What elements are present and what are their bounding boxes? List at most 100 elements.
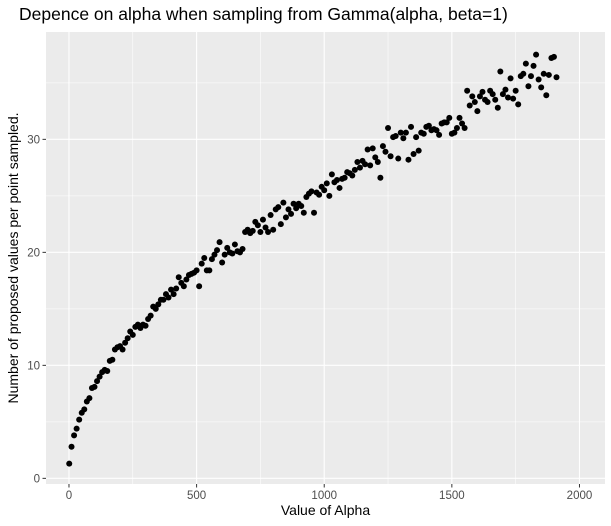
data-point — [198, 260, 205, 267]
data-point — [124, 335, 131, 342]
data-point — [293, 205, 300, 212]
data-point — [443, 119, 450, 126]
x-tick-label: 2000 — [567, 490, 593, 502]
data-point — [193, 267, 200, 274]
data-point — [410, 151, 417, 158]
data-point — [277, 221, 284, 228]
y-tick-label: 20 — [27, 247, 40, 259]
data-point — [94, 378, 101, 385]
data-point — [392, 132, 399, 139]
data-point — [489, 91, 496, 98]
data-point — [356, 164, 363, 171]
data-point — [175, 274, 182, 281]
y-axis-title: Number of proposed values per point samp… — [5, 112, 21, 403]
data-point — [231, 241, 238, 248]
data-point — [395, 155, 402, 162]
data-point — [408, 123, 415, 130]
data-point — [288, 210, 295, 217]
data-point — [73, 425, 80, 432]
y-tick-label: 0 — [34, 473, 40, 485]
data-point — [369, 145, 376, 152]
data-point — [494, 104, 501, 111]
data-point — [165, 294, 172, 301]
data-point — [66, 460, 73, 467]
data-point — [362, 161, 369, 168]
data-point — [152, 305, 159, 312]
data-point — [71, 432, 78, 439]
data-point — [180, 283, 187, 290]
data-point — [354, 158, 361, 165]
data-point — [425, 122, 432, 129]
data-point — [413, 134, 420, 141]
data-point — [81, 406, 88, 413]
data-point — [471, 99, 478, 106]
data-point — [311, 209, 318, 216]
data-point — [183, 276, 190, 283]
data-point — [104, 368, 111, 374]
data-point — [367, 162, 374, 169]
data-point — [415, 147, 422, 154]
data-point — [326, 192, 333, 199]
data-point — [142, 322, 149, 329]
data-point — [168, 286, 175, 293]
data-point — [211, 251, 218, 258]
data-point — [405, 156, 412, 163]
data-point — [308, 188, 315, 195]
data-points — [66, 51, 560, 467]
data-point — [553, 74, 560, 81]
data-point — [257, 229, 264, 236]
data-point — [436, 131, 443, 138]
data-point — [499, 91, 506, 98]
data-point — [239, 245, 246, 252]
data-point — [129, 331, 136, 338]
data-point — [402, 129, 409, 136]
x-tick-label: 1000 — [311, 490, 337, 502]
data-point — [374, 158, 381, 165]
data-point — [206, 267, 213, 274]
major-gridlines — [46, 32, 605, 484]
data-point — [265, 229, 272, 236]
x-tick-label: 500 — [187, 490, 206, 502]
x-axis-ticks: 0 500 1000 1500 2000 — [66, 484, 593, 502]
data-point — [267, 212, 274, 219]
data-point — [160, 296, 167, 303]
data-point — [173, 285, 180, 292]
data-point — [515, 101, 522, 108]
data-point — [364, 146, 371, 153]
y-tick-label: 10 — [27, 360, 40, 372]
data-point — [525, 83, 532, 90]
data-point — [349, 172, 356, 179]
data-point — [216, 239, 223, 246]
data-point — [382, 148, 389, 155]
data-point — [68, 443, 75, 450]
data-point — [385, 125, 392, 132]
data-point — [323, 180, 330, 187]
data-point — [300, 209, 307, 216]
data-point — [333, 177, 340, 184]
data-point — [420, 130, 427, 137]
data-point — [497, 68, 504, 75]
data-point — [341, 174, 348, 181]
data-point — [522, 60, 529, 67]
data-point — [469, 93, 476, 100]
data-point — [316, 191, 323, 198]
data-point — [280, 199, 287, 206]
plot-panel — [46, 32, 605, 484]
data-point — [262, 224, 269, 231]
data-point — [464, 87, 471, 94]
x-tick-label: 1500 — [439, 490, 465, 502]
data-point — [476, 93, 483, 100]
data-point — [86, 395, 93, 402]
data-point — [275, 204, 282, 211]
data-point — [550, 53, 557, 60]
data-point — [221, 251, 228, 258]
data-point — [474, 108, 481, 115]
data-point — [459, 120, 466, 127]
data-point — [484, 99, 491, 106]
data-point — [502, 86, 509, 93]
data-point — [545, 71, 552, 78]
data-point — [170, 291, 177, 298]
data-point — [466, 102, 473, 109]
data-point — [119, 346, 126, 353]
data-point — [285, 206, 292, 213]
